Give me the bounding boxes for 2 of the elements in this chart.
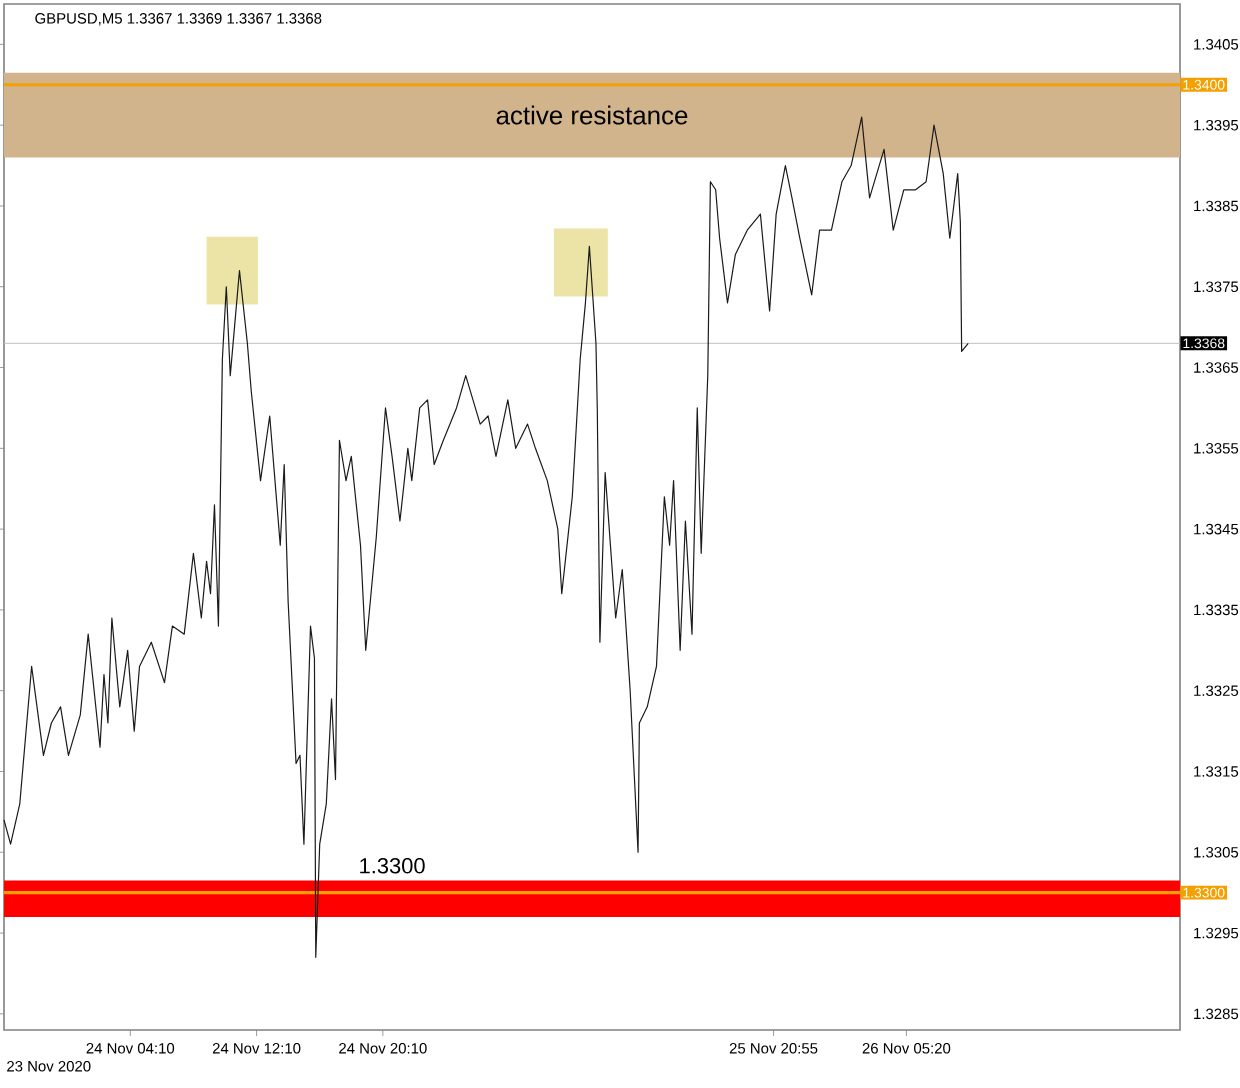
band-label: 1.3300 [360,858,425,874]
band-label: active resistance [496,105,688,125]
